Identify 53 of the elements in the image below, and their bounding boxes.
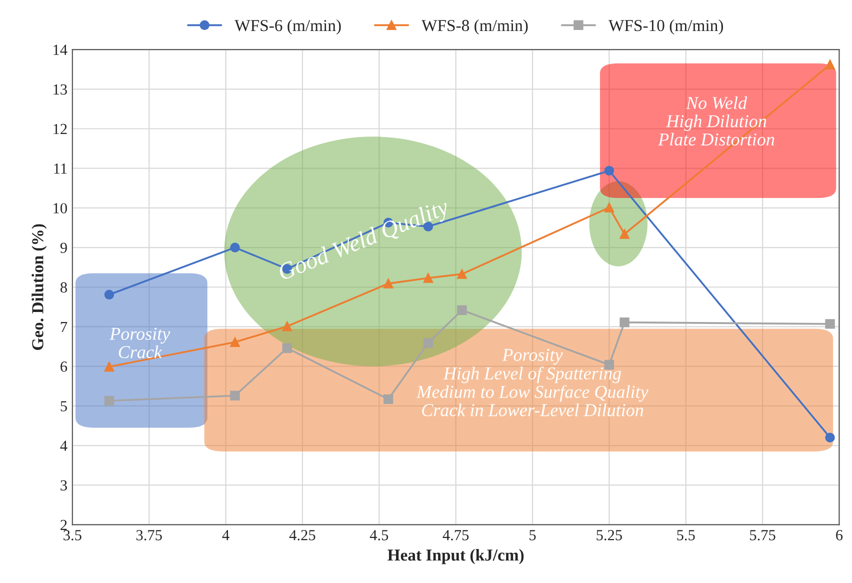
annotation: Porosity High Level of Spattering Medium to Low Surface Quality Crack in Lower-Level Dilution bbox=[416, 348, 648, 416]
y-tick-label: 6 bbox=[60, 362, 68, 372]
y-tick-label: 11 bbox=[54, 164, 67, 174]
point bbox=[383, 278, 394, 288]
legend-label: WFS-10 (m/min) bbox=[608, 19, 723, 35]
x-tick-label: 4.25 bbox=[289, 530, 316, 540]
annotation: Good Weld Quality bbox=[276, 198, 452, 286]
point bbox=[457, 269, 467, 279]
x-tick-label: 5.75 bbox=[750, 530, 776, 540]
point bbox=[825, 319, 835, 329]
x-tick-label: 4 bbox=[222, 530, 230, 540]
point bbox=[825, 432, 835, 442]
point bbox=[104, 362, 114, 372]
y-tick-label: 14 bbox=[54, 44, 68, 55]
annotation: Porosity Crack bbox=[110, 328, 170, 358]
x-tick-label: 4.75 bbox=[442, 530, 469, 540]
point bbox=[282, 343, 292, 353]
x-tick-label: 5.25 bbox=[596, 530, 622, 540]
legend-label: WFS-6 (m/min) bbox=[234, 19, 341, 35]
x-tick-label: 4.5 bbox=[370, 530, 388, 540]
point bbox=[230, 390, 240, 400]
point bbox=[230, 242, 240, 252]
y-tick-label: 9 bbox=[60, 242, 67, 253]
point bbox=[620, 318, 630, 328]
x-tick-label: 6 bbox=[836, 530, 843, 540]
point bbox=[457, 305, 467, 315]
point bbox=[825, 60, 835, 70]
y-tick-label: 2 bbox=[60, 520, 67, 530]
point bbox=[604, 202, 614, 212]
point bbox=[104, 396, 114, 406]
x-axis-title: Heat Input (kJ/cm) bbox=[388, 548, 524, 564]
y-tick-label: 7 bbox=[60, 322, 68, 332]
x-tick-label: 5 bbox=[530, 530, 536, 540]
y-axis-title: Geo. Dilution (%) bbox=[32, 224, 47, 350]
point bbox=[423, 338, 434, 348]
point bbox=[604, 166, 614, 176]
point bbox=[104, 290, 114, 300]
point bbox=[282, 321, 292, 332]
x-tick-label: 5.5 bbox=[677, 530, 695, 540]
point bbox=[423, 273, 434, 283]
y-tick-label: 8 bbox=[60, 282, 67, 293]
x-tick-label: 3.5 bbox=[64, 530, 82, 540]
y-tick-label: 12 bbox=[54, 124, 67, 134]
y-tick-label: 5 bbox=[60, 401, 67, 412]
x-tick-label: 3.75 bbox=[136, 530, 162, 540]
y-tick-label: 4 bbox=[60, 440, 68, 451]
y-tick-label: 10 bbox=[54, 203, 67, 214]
y-tick-label: 13 bbox=[54, 84, 67, 95]
legend-label: WFS-8 (m/min) bbox=[422, 19, 528, 35]
point bbox=[383, 394, 394, 404]
point bbox=[620, 229, 630, 239]
point bbox=[230, 337, 240, 348]
y-tick-label: 3 bbox=[60, 480, 67, 491]
